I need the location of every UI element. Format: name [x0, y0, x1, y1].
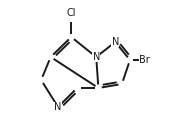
Text: Br: Br: [139, 55, 150, 65]
Text: N: N: [112, 37, 119, 47]
Text: N: N: [92, 52, 100, 62]
Text: Cl: Cl: [67, 8, 76, 18]
Text: N: N: [54, 102, 62, 112]
